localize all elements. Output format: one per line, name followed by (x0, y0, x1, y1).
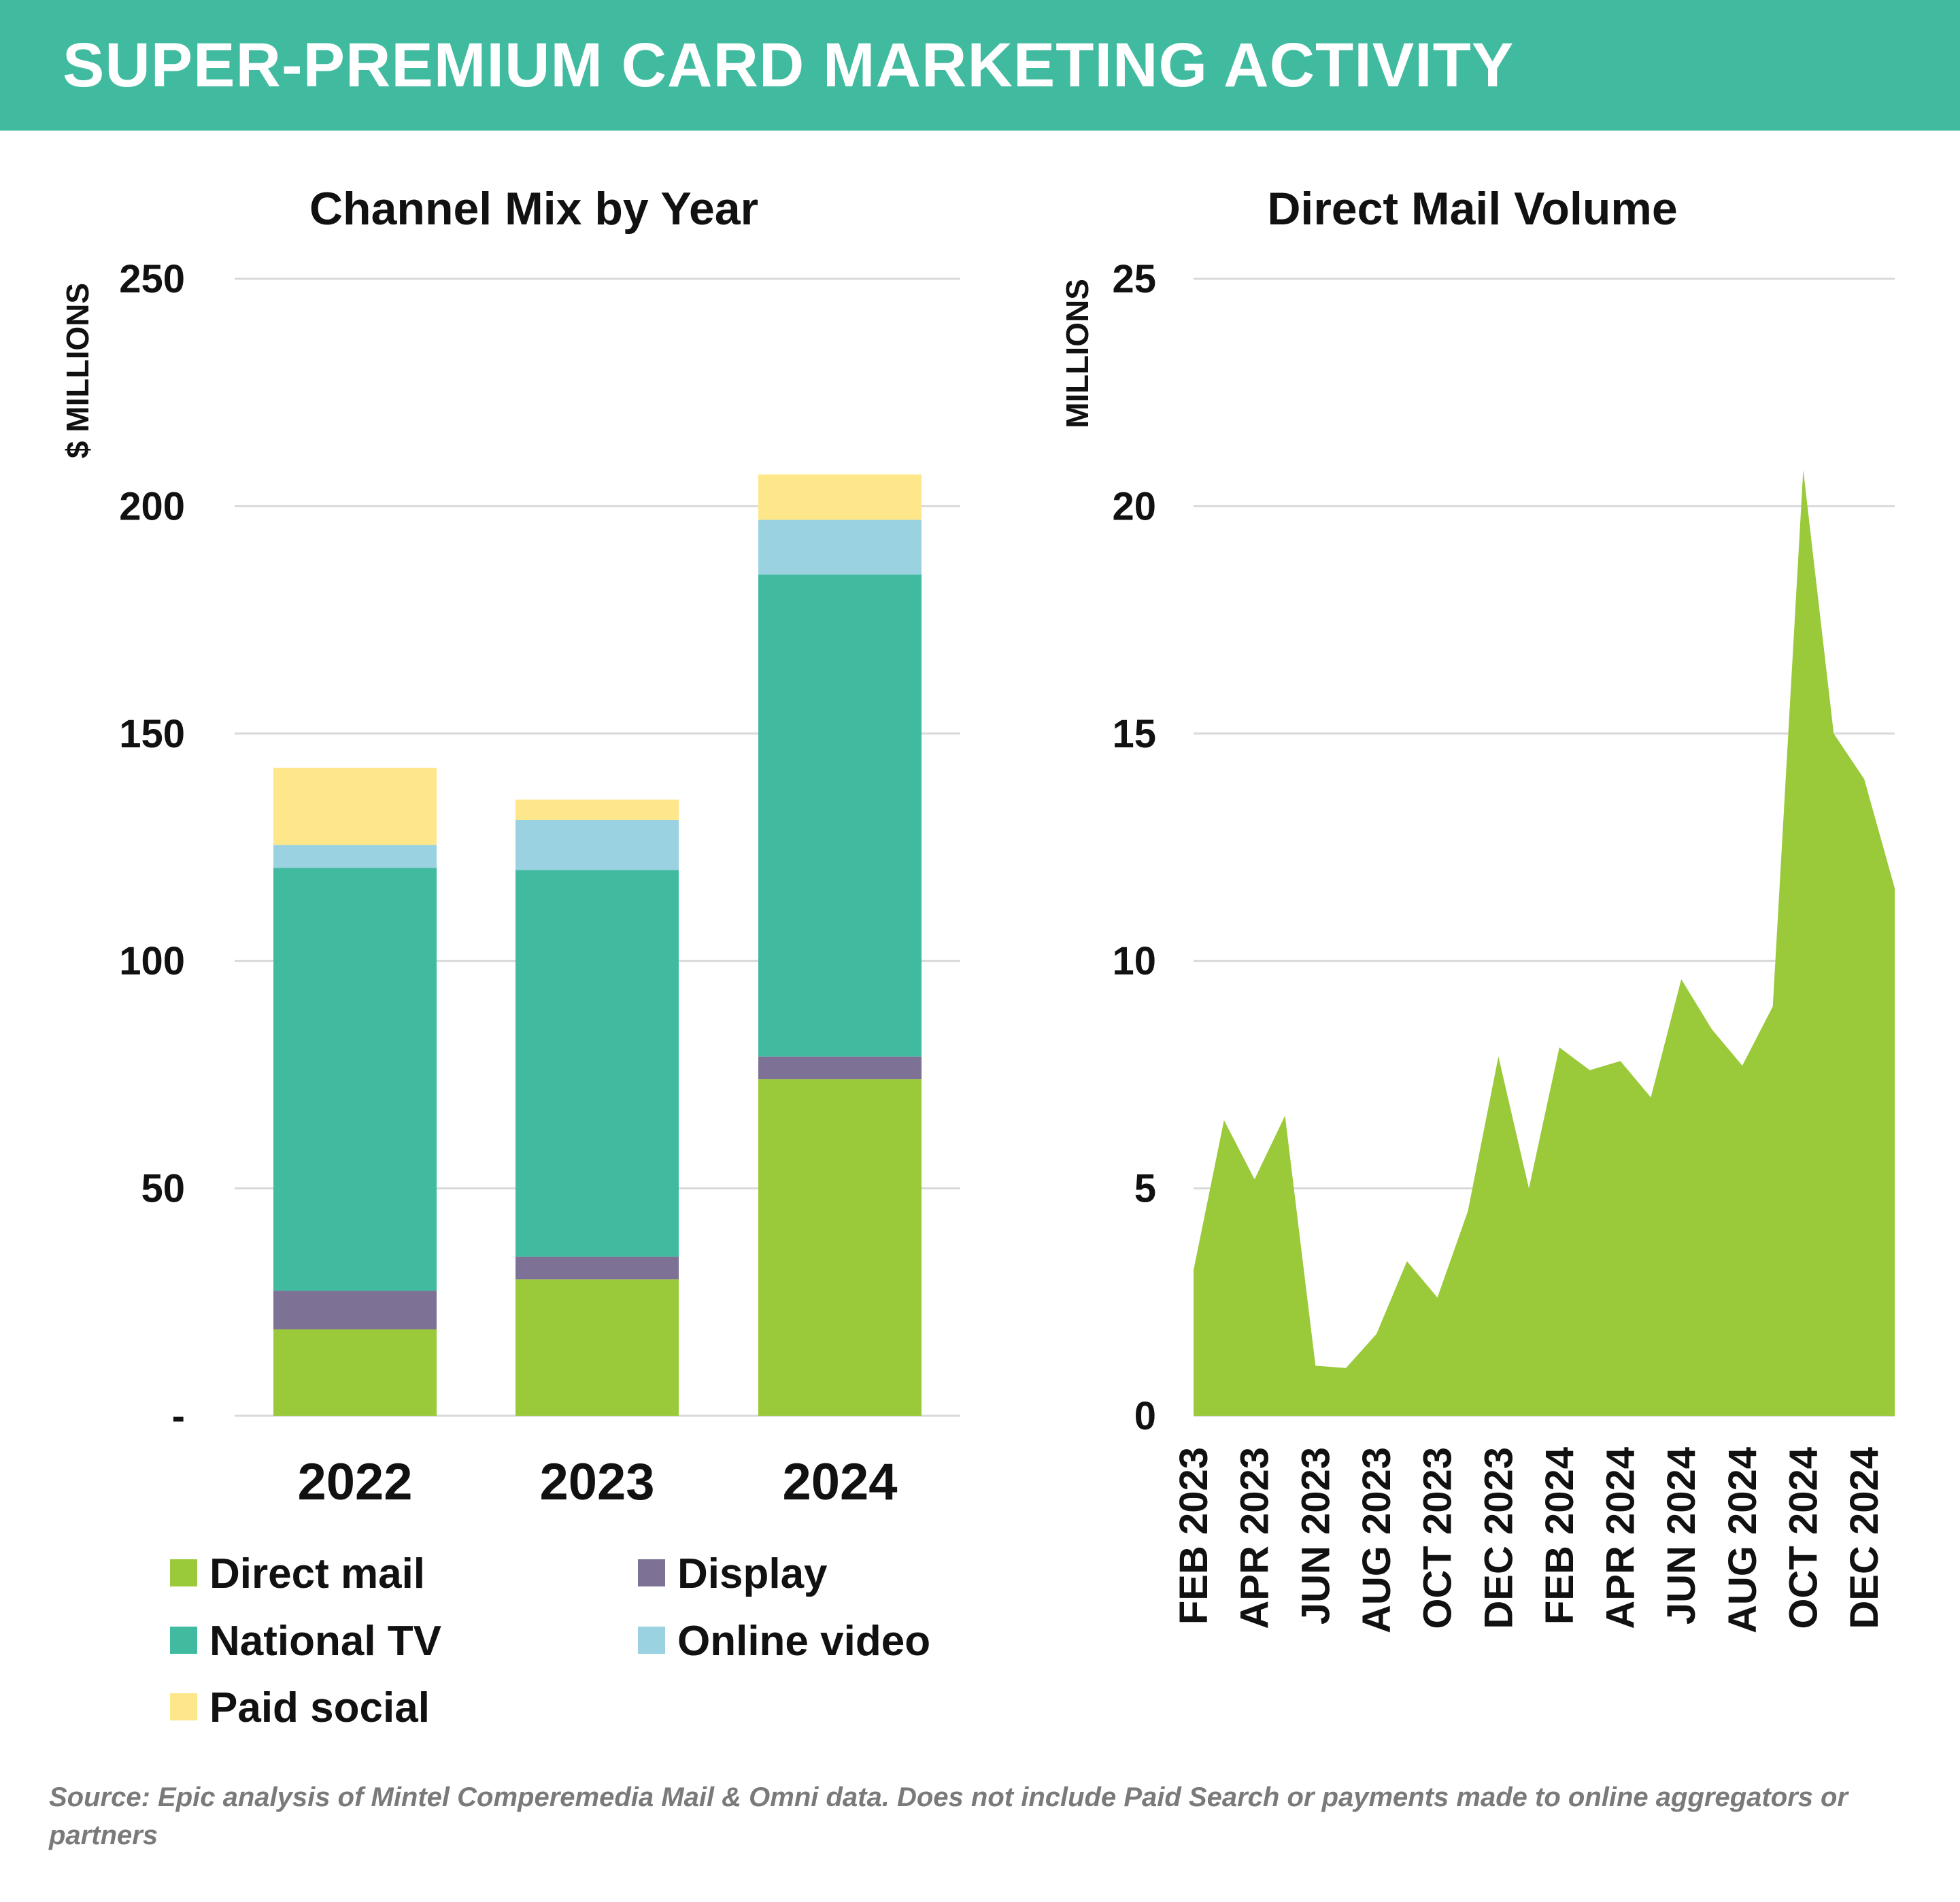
channel-mix-title: Channel Mix by Year (309, 183, 758, 235)
channel-mix-y-tick-label: - (172, 1394, 185, 1438)
direct-mail-x-tick-label: APR 2024 (1599, 1447, 1643, 1629)
direct-mail-volume-title: Direct Mail Volume (1267, 183, 1677, 235)
legend-label-online-video: Online video (677, 1618, 930, 1665)
channel-mix-category-label: 2024 (782, 1453, 897, 1511)
bar-segment-national-tv-2024 (758, 574, 922, 1057)
channel-mix-y-tick-label: 200 (119, 484, 185, 528)
bar-segment-paid-social-2023 (516, 799, 679, 820)
channel-mix-y-tick-label: 100 (119, 939, 185, 983)
direct-mail-y-tick-label: 20 (1112, 484, 1156, 528)
bar-segment-display-2024 (758, 1056, 922, 1080)
legend-swatch-direct-mail (170, 1559, 197, 1586)
direct-mail-x-tick-label: APR 2023 (1233, 1447, 1277, 1629)
channel-mix-x-labels: 2022 2023 2024 (297, 1453, 897, 1511)
direct-mail-y-tick-label: 25 (1112, 257, 1156, 301)
direct-mail-x-tick-label: DEC 2024 (1842, 1447, 1887, 1629)
direct-mail-x-tick-label: FEB 2024 (1538, 1447, 1582, 1625)
channel-mix-y-tick-label: 150 (119, 712, 185, 756)
channel-mix-category-label: 2022 (297, 1453, 412, 1511)
channel-mix-category-label: 2023 (539, 1453, 654, 1511)
bar-segment-paid-social-2022 (273, 767, 437, 845)
legend-label-display: Display (677, 1550, 828, 1597)
channel-mix-y-axis-label: $ MILLIONS (60, 283, 95, 458)
bar-segment-display-2022 (273, 1291, 437, 1329)
direct-mail-x-tick-label: FEB 2023 (1172, 1447, 1216, 1625)
direct-mail-x-tick-label: OCT 2023 (1416, 1447, 1460, 1629)
legend-label-direct-mail: Direct mail (209, 1550, 425, 1597)
direct-mail-volume-series-area (1194, 469, 1895, 1416)
bar-segment-paid-social-2024 (758, 474, 922, 520)
bar-segment-national-tv-2023 (516, 870, 679, 1257)
legend-swatch-display (638, 1559, 665, 1586)
source-note: Source: Epic analysis of Mintel Comperem… (49, 1782, 1848, 1850)
legend-label-national-tv: National TV (209, 1618, 441, 1665)
bar-segment-online-video-2022 (273, 845, 437, 868)
legend-label-paid-social: Paid social (209, 1684, 430, 1731)
page-title: SUPER-PREMIUM CARD MARKETING ACTIVITY (63, 31, 1515, 100)
direct-mail-y-tick-label: 15 (1112, 712, 1156, 756)
bar-segment-direct-mail-2022 (273, 1329, 437, 1416)
legend-swatch-online-video (638, 1627, 665, 1654)
bar-segment-online-video-2024 (758, 520, 922, 575)
direct-mail-volume-x-labels: FEB 2023 APR 2023 JUN 2023 AUG 2023 OCT 2023… (1172, 1447, 1887, 1633)
direct-mail-x-tick-label: JUN 2024 (1659, 1447, 1704, 1625)
channel-mix-chart: Channel Mix by Year - 50 100 150 200 250 $ MI… (60, 183, 960, 1731)
channel-mix-bars (273, 474, 922, 1416)
direct-mail-x-tick-label: OCT 2024 (1782, 1447, 1826, 1629)
direct-mail-volume-y-ticks: 0 5 10 15 20 25 (1112, 257, 1156, 1438)
channel-mix-legend: Direct mail Display National TV Online vide… (170, 1550, 930, 1731)
direct-mail-x-tick-label: JUN 2023 (1294, 1447, 1338, 1625)
channel-mix-y-ticks: - 50 100 150 200 250 (119, 257, 185, 1438)
legend-swatch-paid-social (170, 1693, 197, 1720)
bar-segment-online-video-2023 (516, 819, 679, 870)
bar-segment-national-tv-2022 (273, 868, 437, 1291)
channel-mix-y-tick-label: 250 (119, 257, 185, 301)
header-banner: SUPER-PREMIUM CARD MARKETING ACTIVITY (0, 0, 1960, 131)
bar-segment-direct-mail-2023 (516, 1279, 679, 1416)
direct-mail-volume-chart: Direct Mail Volume 0 5 10 15 20 25 MILLIONS F… (1060, 183, 1895, 1633)
bar-segment-display-2023 (516, 1256, 679, 1280)
bar-segment-direct-mail-2024 (758, 1079, 922, 1416)
direct-mail-y-tick-label: 0 (1134, 1394, 1156, 1438)
channel-mix-y-tick-label: 50 (141, 1167, 185, 1211)
direct-mail-y-tick-label: 10 (1112, 939, 1156, 983)
legend-swatch-national-tv (170, 1627, 197, 1654)
direct-mail-volume-area (1194, 469, 1895, 1416)
direct-mail-x-tick-label: AUG 2024 (1721, 1447, 1765, 1633)
direct-mail-x-tick-label: AUG 2023 (1355, 1447, 1399, 1633)
direct-mail-y-tick-label: 5 (1134, 1167, 1156, 1211)
direct-mail-x-tick-label: DEC 2023 (1476, 1447, 1521, 1629)
direct-mail-volume-y-axis-label: MILLIONS (1060, 279, 1095, 428)
